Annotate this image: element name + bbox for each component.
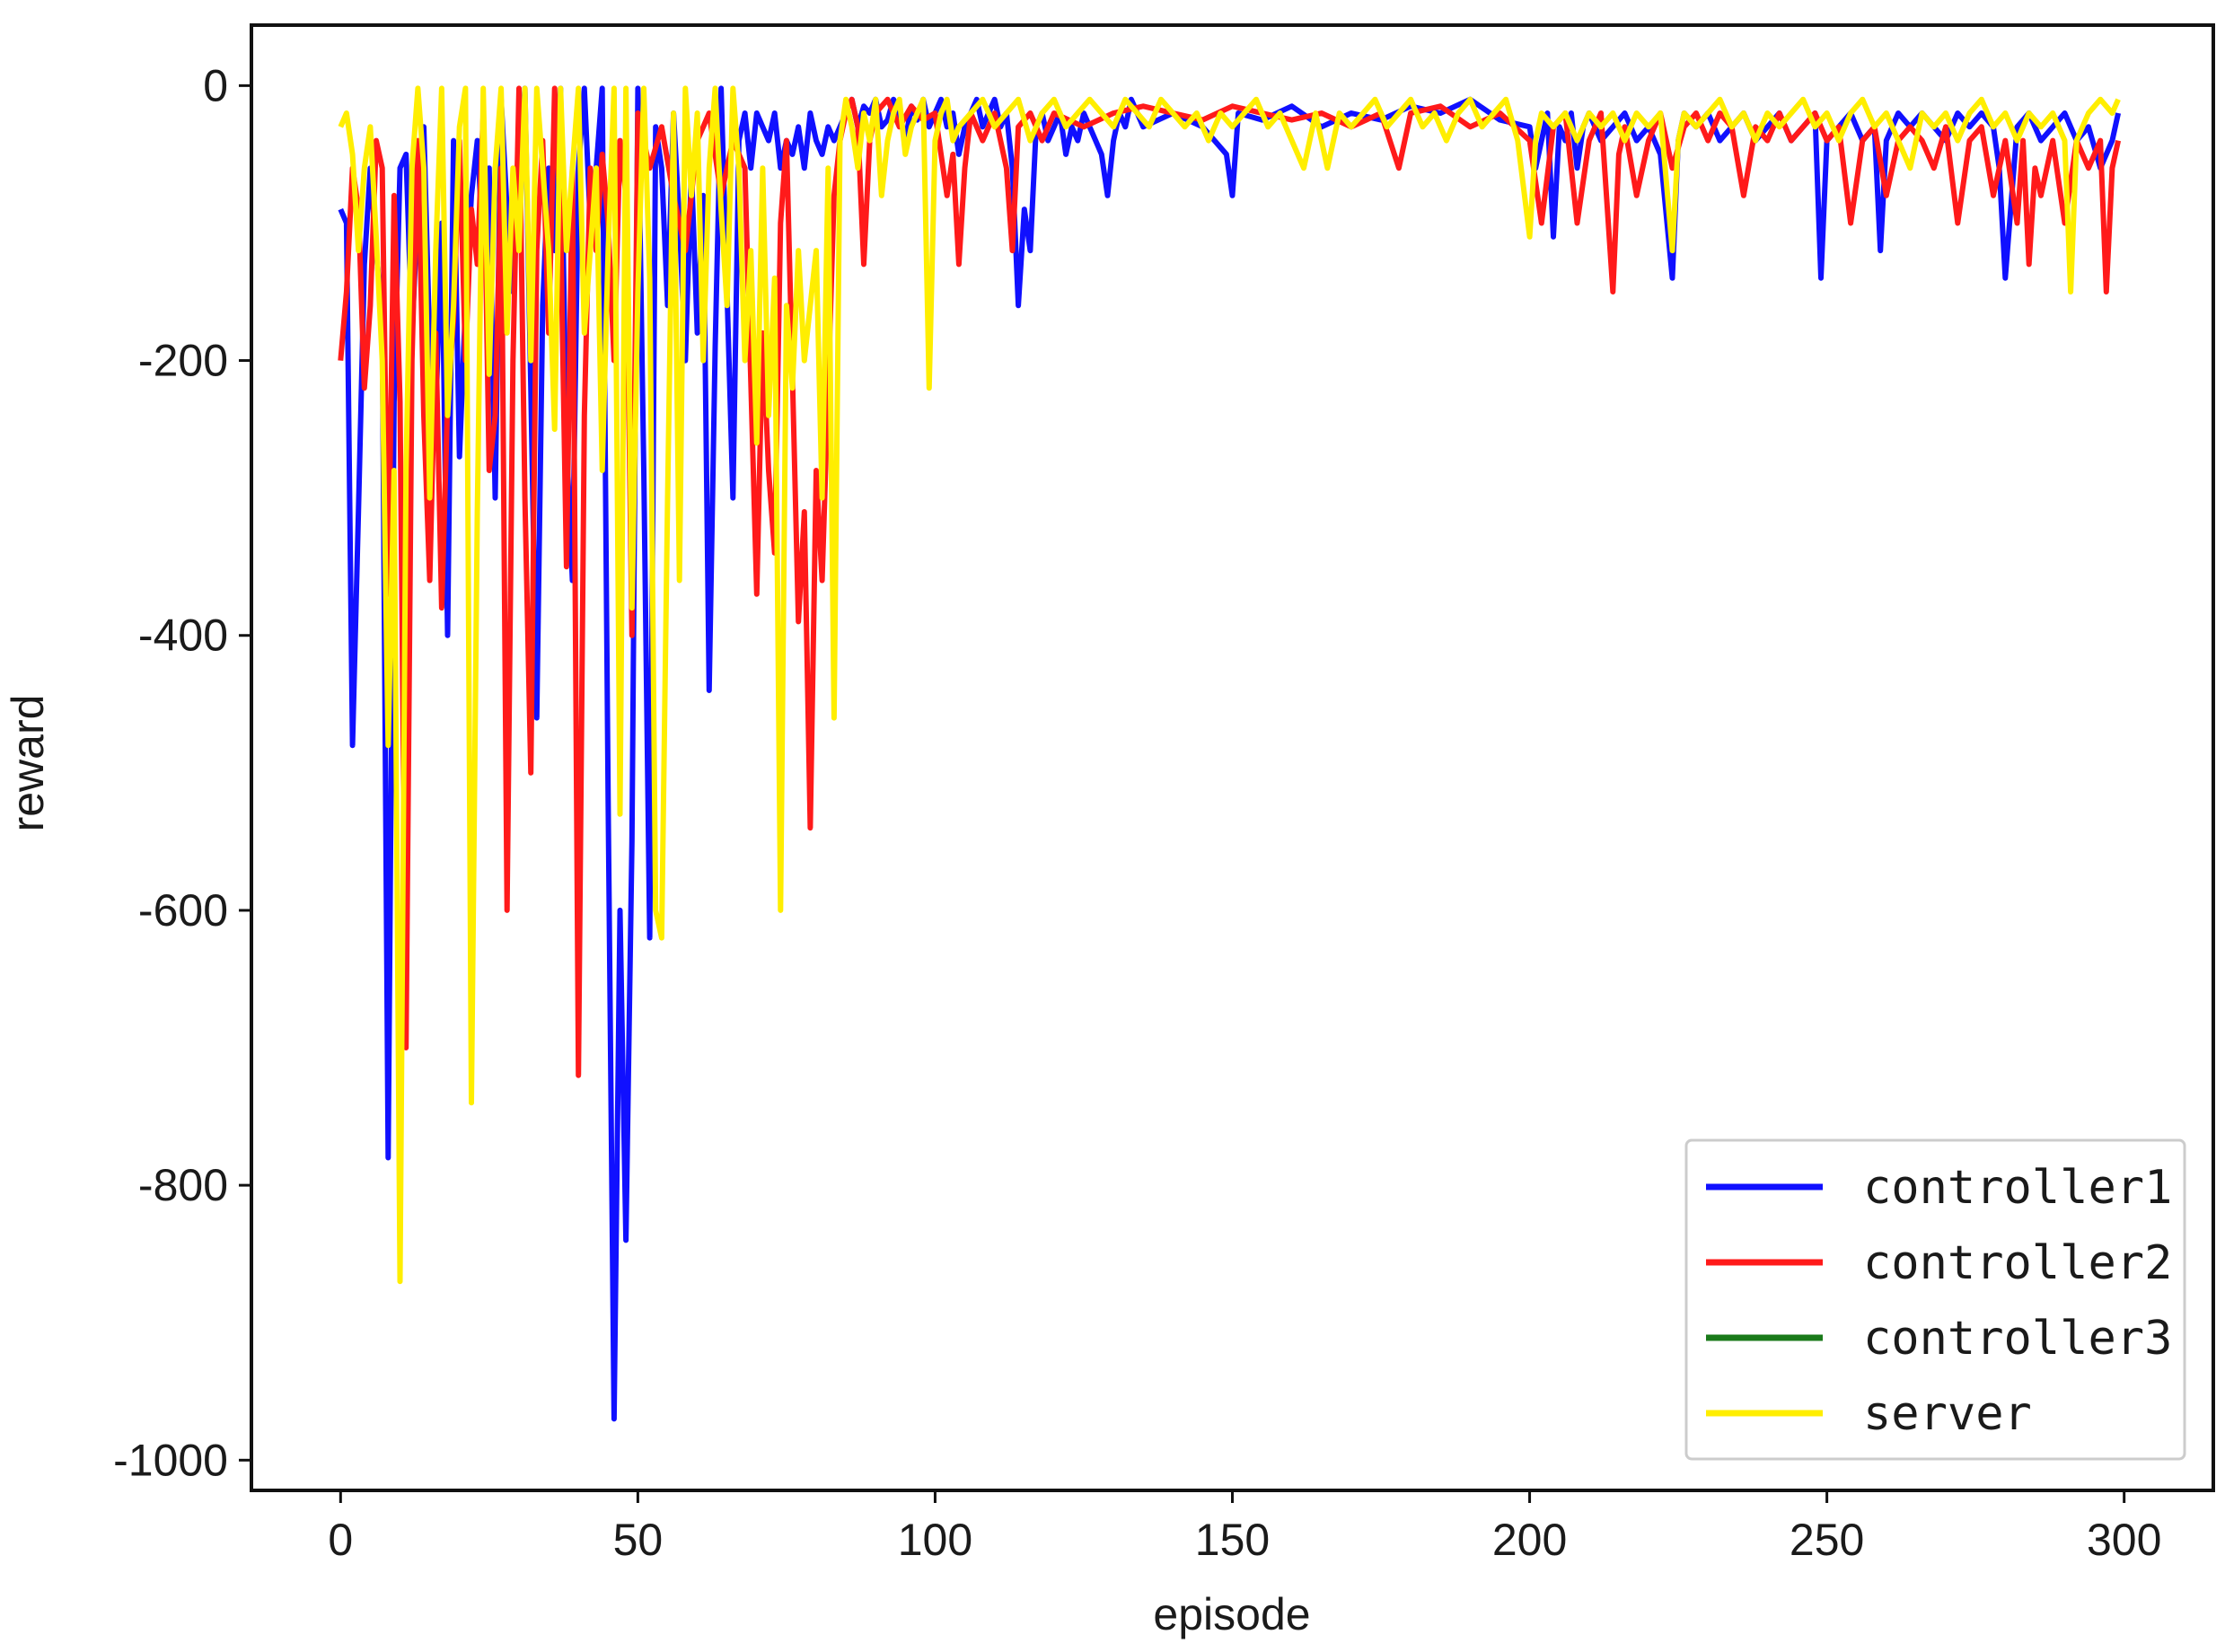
legend-label-controller2: controller2 xyxy=(1863,1236,2172,1290)
x-tick-label: 0 xyxy=(328,1515,353,1565)
legend-label-controller1: controller1 xyxy=(1863,1161,2172,1215)
y-tick-label: -600 xyxy=(138,885,228,936)
legend-label-controller3: controller3 xyxy=(1863,1312,2172,1366)
x-tick-label: 250 xyxy=(1790,1515,1864,1565)
y-tick-label: -400 xyxy=(138,611,228,661)
x-tick-label: 150 xyxy=(1195,1515,1270,1565)
y-tick-label: 0 xyxy=(203,60,228,110)
x-tick-label: 50 xyxy=(613,1515,664,1565)
x-axis: 0 50 100 150 200 250 300 xyxy=(328,1490,2161,1565)
legend-label-server: server xyxy=(1863,1387,2032,1441)
series-layer xyxy=(338,85,2122,1422)
y-axis: 0 -200 -400 -600 -800 -1000 xyxy=(113,60,251,1485)
x-axis-title: episode xyxy=(1153,1589,1310,1639)
x-tick-label: 300 xyxy=(2087,1515,2161,1565)
legend: controller1 controller2 controller3 serv… xyxy=(1684,1138,2186,1461)
y-tick-label: -200 xyxy=(138,336,228,386)
legend-box xyxy=(1684,1138,2186,1461)
series-line-server xyxy=(338,85,2121,1285)
series-line-controller2 xyxy=(338,85,2122,1078)
y-tick-label: -1000 xyxy=(113,1435,228,1485)
x-tick-label: 200 xyxy=(1492,1515,1567,1565)
y-axis-title: reward xyxy=(3,695,53,832)
x-tick-label: 100 xyxy=(898,1515,972,1565)
y-tick-label: -800 xyxy=(138,1160,228,1210)
